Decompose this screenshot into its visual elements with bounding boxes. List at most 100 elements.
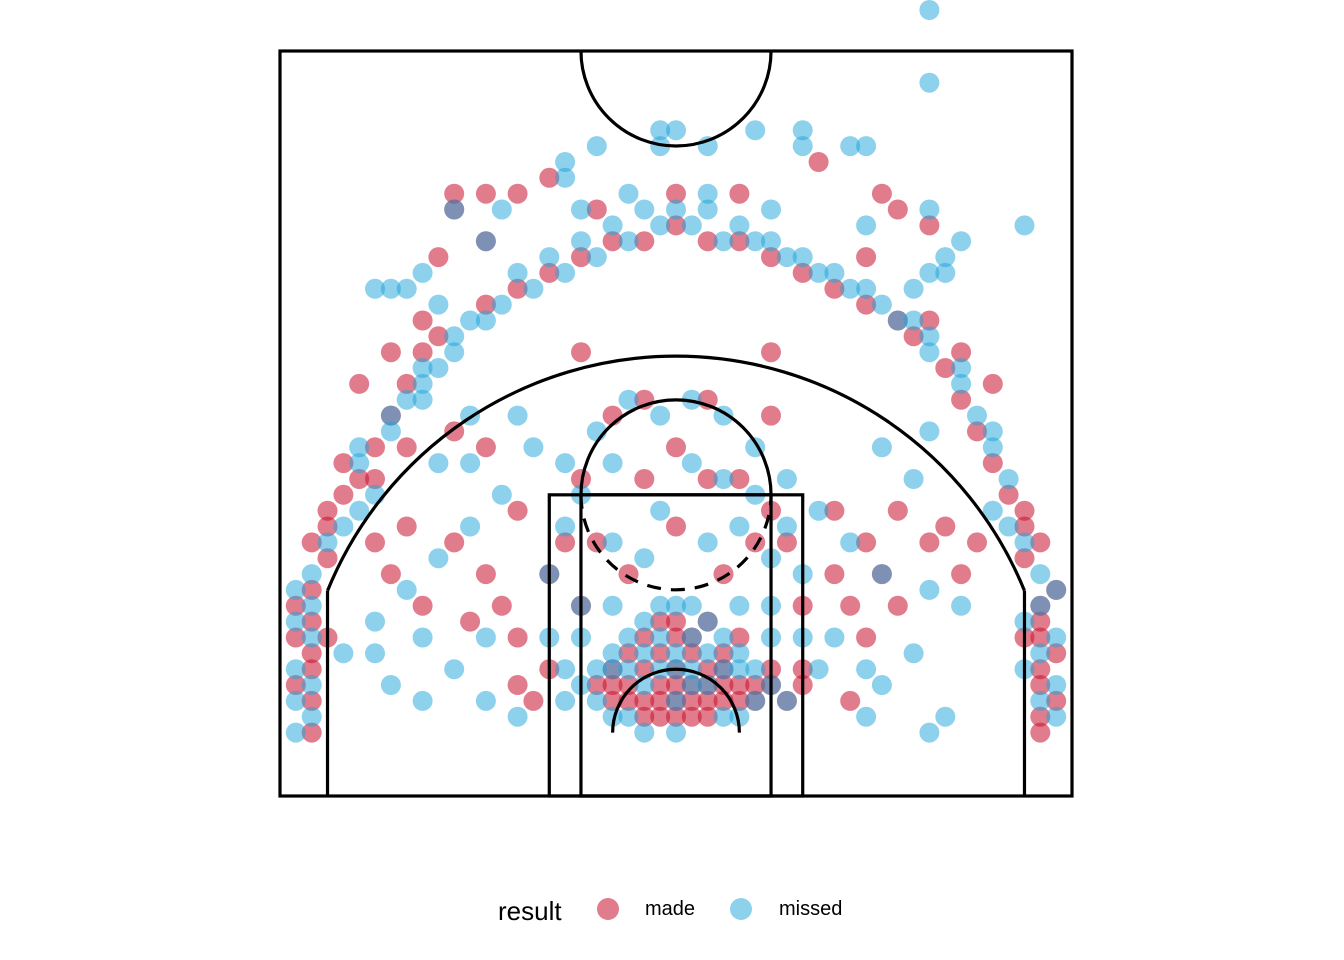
shot-point-missed <box>1014 215 1035 236</box>
shot-point-missed <box>1030 595 1051 616</box>
shot-point-missed <box>919 579 940 600</box>
shot-point-made <box>919 310 940 331</box>
shot-point-made <box>365 532 385 553</box>
shot-point-missed <box>681 215 702 236</box>
shot-point-missed <box>697 611 718 632</box>
shot-point-made <box>396 516 417 537</box>
shot-point-missed <box>412 690 433 711</box>
shot-point-made <box>681 690 702 711</box>
shot-point-made <box>824 278 845 299</box>
shot-point-missed <box>824 627 845 648</box>
shot-point-missed <box>586 690 607 711</box>
shot-point-made <box>475 294 496 315</box>
shot-point-made <box>285 627 306 648</box>
shot-point-missed <box>602 643 623 664</box>
shot-point-missed <box>903 643 924 664</box>
shot-point-missed <box>808 262 829 283</box>
shot-point-missed <box>301 595 322 616</box>
shot-point-made <box>824 564 845 585</box>
shot-point-made <box>729 231 750 252</box>
shot-point-missed <box>967 405 987 426</box>
shot-point-missed <box>681 627 702 648</box>
shot-point-missed <box>428 453 449 474</box>
shot-point-made <box>475 183 496 204</box>
shot-point-missed <box>666 643 686 664</box>
shot-point-missed <box>745 690 766 711</box>
shot-point-missed <box>729 215 750 236</box>
shot-point-made <box>365 469 385 489</box>
shot-point-missed <box>903 469 924 489</box>
shot-point-missed <box>808 659 829 680</box>
shot-point-missed <box>301 564 322 585</box>
shot-point-missed <box>650 215 671 236</box>
shot-point-missed <box>349 453 370 474</box>
free-throw-arc-top <box>579 398 773 495</box>
restricted-arc <box>611 667 741 733</box>
shot-point-missed <box>729 659 750 680</box>
shot-point-missed <box>301 675 322 695</box>
shot-point-made <box>365 437 385 458</box>
shot-point-missed <box>761 199 781 220</box>
shot-point-missed <box>1046 706 1067 727</box>
shot-point-missed <box>586 247 607 268</box>
shot-point-missed <box>1046 627 1067 648</box>
shot-point-missed <box>650 627 671 648</box>
shot-point-made <box>539 167 560 188</box>
shot-point-made <box>317 500 338 521</box>
shot-point-missed <box>444 659 465 680</box>
shot-point-made <box>460 611 481 632</box>
court-lines <box>278 49 1074 798</box>
shot-point-made <box>634 706 655 727</box>
shot-point-missed <box>523 278 544 299</box>
shot-point-made <box>935 358 956 378</box>
shot-point-missed <box>507 405 528 426</box>
shot-point-made <box>666 437 686 458</box>
shot-point-missed <box>365 484 385 505</box>
shot-point-made <box>697 469 718 489</box>
shot-point-missed <box>713 659 734 680</box>
shot-point-missed <box>776 690 797 711</box>
shot-point-made <box>523 690 544 711</box>
legend: result made missed <box>0 886 1344 934</box>
shot-point-missed <box>792 247 813 268</box>
shot-point-missed <box>618 706 639 727</box>
shot-point-missed <box>301 706 322 727</box>
shot-point-made <box>697 706 718 727</box>
shot-point-made <box>840 690 861 711</box>
shot-point-missed <box>871 437 892 458</box>
shot-point-missed <box>919 262 940 283</box>
shot-point-made <box>1030 627 1051 648</box>
shot-point-missed <box>729 595 750 616</box>
shot-point-made <box>634 627 655 648</box>
shot-point-missed <box>285 722 306 743</box>
shot-point-missed <box>428 294 449 315</box>
shot-point-missed <box>650 500 671 521</box>
shot-point-made <box>967 532 987 553</box>
shot-point-made <box>713 675 734 695</box>
shot-point-missed <box>285 611 306 632</box>
shot-point-missed <box>856 215 877 236</box>
shot-point-made <box>856 247 877 268</box>
shot-point-made <box>380 342 401 363</box>
shot-point-missed <box>412 627 433 648</box>
shot-point-made <box>507 675 528 695</box>
shot-point-missed <box>396 278 417 299</box>
shot-point-missed <box>951 358 972 378</box>
shot-point-missed <box>634 548 655 569</box>
shot-point-missed <box>666 120 686 141</box>
shot-point-made <box>713 564 734 585</box>
shot-point-made <box>729 469 750 489</box>
shot-point-missed <box>919 326 940 347</box>
shot-point-missed <box>982 437 1003 458</box>
shot-point-made <box>666 215 686 236</box>
shot-point-made <box>475 564 496 585</box>
shot-point-missed <box>681 453 702 474</box>
shot-point-missed <box>475 627 496 648</box>
shot-point-made <box>618 675 639 695</box>
shot-point-made <box>887 500 908 521</box>
shot-point-missed <box>444 342 465 363</box>
shot-point-missed <box>919 72 940 93</box>
shot-point-missed <box>650 405 671 426</box>
shot-point-made <box>301 722 322 743</box>
shot-point-missed <box>919 199 940 220</box>
